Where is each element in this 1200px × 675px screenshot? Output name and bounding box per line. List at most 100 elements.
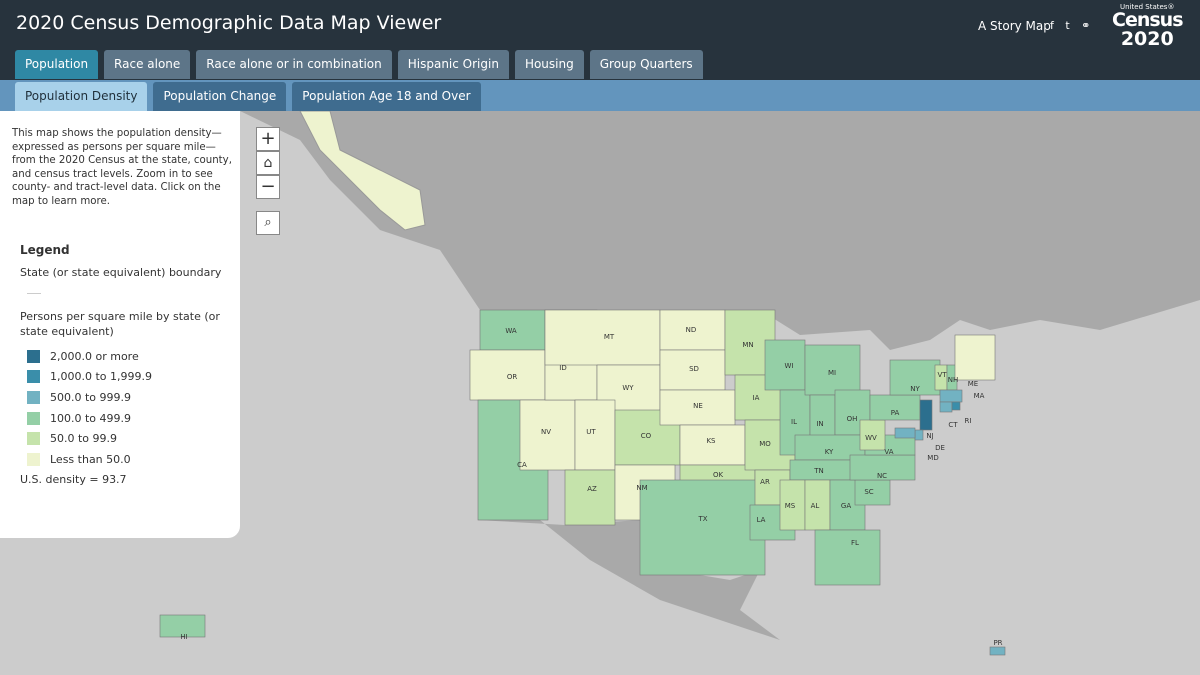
state-label: FL bbox=[851, 539, 859, 547]
legend-label: 50.0 to 99.9 bbox=[50, 432, 118, 446]
state-label: ID bbox=[559, 364, 566, 372]
legend-label: 100.0 to 499.9 bbox=[50, 411, 132, 425]
legend-row: 1,000.0 to 1,999.9 bbox=[27, 367, 152, 388]
legend-row: 2,000.0 or more bbox=[27, 346, 152, 367]
search[interactable]: ⌕ bbox=[256, 211, 280, 235]
state[interactable] bbox=[954, 334, 996, 381]
state-label: PA bbox=[891, 409, 900, 417]
app-title: 2020 Census Demographic Data Map Viewer bbox=[16, 12, 442, 34]
state[interactable] bbox=[889, 359, 941, 396]
state-label: CT bbox=[948, 421, 958, 429]
tab[interactable]: Population bbox=[15, 50, 99, 79]
legend-swatch bbox=[27, 411, 40, 425]
state[interactable] bbox=[914, 429, 924, 441]
state-label: WI bbox=[785, 362, 794, 370]
state-label: VA bbox=[884, 448, 893, 456]
state-label: CO bbox=[641, 432, 652, 440]
state[interactable] bbox=[804, 479, 831, 531]
legend-swatch bbox=[27, 370, 40, 384]
state-label: IA bbox=[753, 394, 760, 402]
state-label: TN bbox=[813, 467, 824, 475]
state[interactable] bbox=[519, 399, 576, 471]
state[interactable] bbox=[894, 427, 916, 439]
state[interactable] bbox=[659, 349, 726, 391]
tab[interactable]: Hispanic Origin bbox=[397, 50, 509, 79]
zoom-out[interactable]: − bbox=[256, 175, 280, 199]
state[interactable] bbox=[159, 614, 206, 638]
state[interactable] bbox=[779, 479, 806, 531]
state[interactable] bbox=[469, 349, 546, 401]
state[interactable] bbox=[596, 364, 661, 416]
state[interactable] bbox=[939, 389, 963, 403]
side-panel: This map shows the population density—ex… bbox=[0, 111, 240, 538]
subtab[interactable]: Population Density bbox=[15, 82, 148, 111]
state-label: WA bbox=[505, 327, 517, 335]
state-label: NC bbox=[877, 472, 887, 480]
state[interactable] bbox=[804, 344, 861, 396]
tab[interactable]: Housing bbox=[514, 50, 584, 79]
state[interactable] bbox=[639, 479, 766, 576]
state[interactable] bbox=[814, 529, 881, 586]
description: This map shows the population density—ex… bbox=[12, 128, 232, 207]
state-label: PR bbox=[993, 639, 1002, 647]
legend-row: Less than 50.0 bbox=[27, 449, 152, 470]
state-label: HI bbox=[180, 633, 187, 641]
state[interactable] bbox=[679, 424, 746, 466]
share-icons[interactable]: f t ⚭ bbox=[1050, 19, 1095, 32]
state[interactable] bbox=[854, 479, 891, 506]
state-label: MA bbox=[974, 392, 985, 400]
logo-top: United States® bbox=[1120, 3, 1175, 11]
state[interactable] bbox=[919, 399, 933, 431]
state-label: MN bbox=[742, 341, 753, 349]
state-label: ME bbox=[968, 380, 978, 388]
state-label: MS bbox=[785, 502, 796, 510]
state[interactable] bbox=[869, 394, 921, 421]
state-label: NE bbox=[693, 402, 703, 410]
subtab[interactable]: Population Change bbox=[153, 82, 287, 111]
boundary-label: State (or state equivalent) boundary bbox=[20, 266, 222, 279]
state-label: NY bbox=[910, 385, 920, 393]
state-label: UT bbox=[586, 428, 596, 436]
legend-swatch bbox=[27, 452, 40, 466]
story-map-link[interactable]: A Story Map bbox=[978, 19, 1051, 33]
legend-label: 500.0 to 999.9 bbox=[50, 390, 132, 404]
state[interactable] bbox=[574, 399, 616, 471]
tab[interactable]: Race alone bbox=[104, 50, 191, 79]
state[interactable] bbox=[479, 309, 546, 351]
state[interactable] bbox=[989, 646, 1006, 656]
state-label: TX bbox=[697, 515, 707, 523]
alaska bbox=[299, 110, 426, 231]
state-label: AL bbox=[811, 502, 820, 510]
state[interactable] bbox=[659, 389, 736, 426]
state[interactable] bbox=[544, 309, 661, 366]
subtab[interactable]: Population Age 18 and Over bbox=[292, 82, 481, 111]
state[interactable] bbox=[764, 339, 806, 391]
state-label: MI bbox=[828, 369, 836, 377]
state-label: NV bbox=[541, 428, 551, 436]
state-label: SC bbox=[864, 488, 873, 496]
state-label: NH bbox=[948, 376, 959, 384]
state-label: GA bbox=[841, 502, 851, 510]
tab[interactable]: Group Quarters bbox=[589, 50, 703, 79]
density-title: Persons per square mile by state (or sta… bbox=[20, 310, 220, 338]
state[interactable] bbox=[789, 459, 861, 481]
state-label: MO bbox=[759, 440, 771, 448]
state[interactable] bbox=[849, 454, 916, 481]
state[interactable] bbox=[951, 401, 961, 411]
land-mexico bbox=[478, 520, 780, 640]
state-label: WY bbox=[622, 384, 634, 392]
state-label: CA bbox=[517, 461, 527, 469]
tab[interactable]: Race alone or in combination bbox=[196, 50, 392, 79]
state-label: OK bbox=[713, 471, 724, 479]
state[interactable] bbox=[564, 469, 616, 526]
state-label: LA bbox=[757, 516, 766, 524]
state-label: NJ bbox=[926, 432, 933, 440]
state-label: ND bbox=[686, 326, 697, 334]
sub-bar: Population Density Population Change Popul… bbox=[0, 80, 1200, 111]
state[interactable] bbox=[939, 401, 953, 413]
census-logo: United States® Census 2020 bbox=[1112, 3, 1184, 49]
home[interactable]: ⌂ bbox=[256, 151, 280, 175]
state[interactable] bbox=[659, 309, 726, 351]
zoom-in[interactable]: + bbox=[256, 127, 280, 151]
